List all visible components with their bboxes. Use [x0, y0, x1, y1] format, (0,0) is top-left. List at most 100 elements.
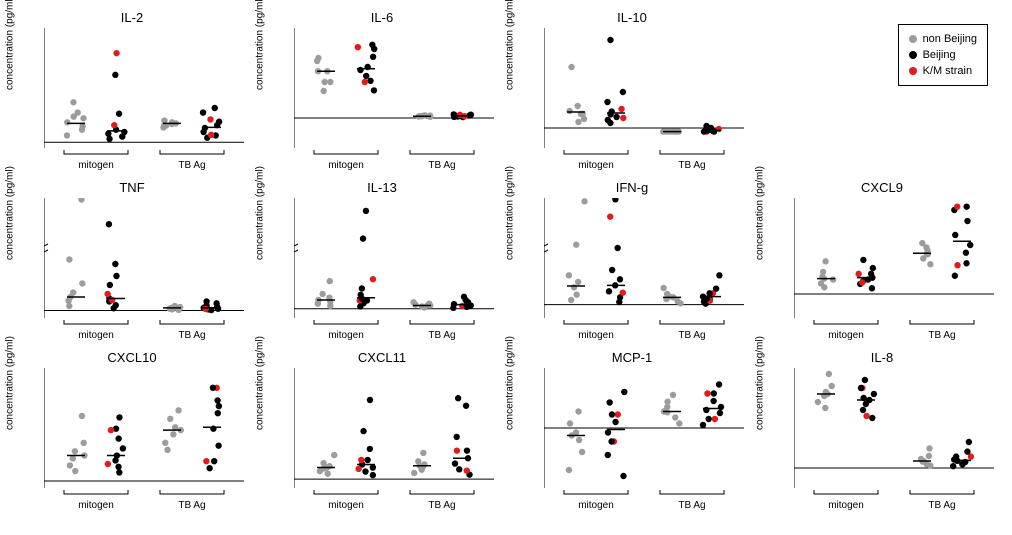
data-point — [321, 88, 327, 94]
chart-title: IL-8 — [762, 350, 1002, 365]
data-point — [203, 306, 209, 312]
chart-title: TNF — [12, 180, 252, 195]
data-point — [926, 453, 932, 459]
data-point — [575, 103, 581, 109]
chart-plot-area: -50000050000100000150000mitogenTB Ag — [294, 28, 502, 176]
x-axis-label: TB Ag — [178, 160, 205, 171]
data-point — [360, 428, 366, 434]
data-point — [618, 106, 624, 112]
chart-title: IL-10 — [512, 10, 752, 25]
data-point — [113, 302, 119, 308]
x-axis-label: TB Ag — [178, 500, 205, 511]
y-axis-label: concentration (pg/ml) — [255, 336, 266, 430]
data-point — [871, 391, 877, 397]
chart-il6: IL-6concentration (pg/ml)-50000050000100… — [262, 10, 502, 170]
data-point — [621, 389, 627, 395]
data-point — [175, 407, 181, 413]
data-point — [967, 242, 973, 248]
data-point — [116, 414, 122, 420]
data-point — [72, 448, 78, 454]
data-point — [820, 269, 826, 275]
data-point — [358, 457, 364, 463]
data-point — [370, 54, 376, 60]
legend-dot-nonbeijing — [909, 35, 917, 43]
data-point — [870, 265, 876, 271]
chart-title: CXCL11 — [262, 350, 502, 365]
data-point — [660, 285, 666, 291]
data-point — [115, 464, 121, 470]
data-point — [716, 272, 722, 278]
data-point — [315, 55, 321, 61]
data-point — [607, 213, 613, 219]
chart-il8: IL-8concentration (pg/ml)-10000010000200… — [762, 350, 1002, 510]
chart-plot-area: -1000001000020000300004000050000mitogenT… — [794, 368, 1002, 516]
data-point — [717, 410, 723, 416]
chart-plot-area: -1000020004000700015000mitogenTB Ag — [44, 198, 252, 346]
y-axis-label: concentration (pg/ml) — [505, 0, 516, 90]
data-point — [919, 240, 925, 246]
x-axis-label: TB Ag — [678, 330, 705, 341]
data-point — [461, 294, 467, 300]
data-point — [324, 471, 330, 477]
data-point — [362, 79, 368, 85]
data-point — [359, 285, 365, 291]
data-point — [830, 276, 836, 282]
data-point — [608, 108, 614, 114]
data-point — [208, 132, 214, 138]
data-point — [620, 289, 626, 295]
data-point — [822, 258, 828, 264]
data-point — [70, 99, 76, 105]
data-point — [868, 271, 874, 277]
data-point — [606, 288, 612, 294]
data-point — [713, 285, 719, 291]
data-point — [331, 452, 337, 458]
legend-dot-km — [909, 67, 917, 75]
data-point — [952, 273, 958, 279]
data-point — [575, 279, 581, 285]
data-point — [79, 280, 85, 286]
x-axis-label: mitogen — [828, 500, 864, 511]
x-axis-label: mitogen — [78, 330, 114, 341]
data-point — [963, 250, 969, 256]
data-point — [579, 449, 585, 455]
data-point — [963, 203, 969, 209]
data-point — [456, 466, 462, 472]
data-point — [164, 447, 170, 453]
data-point — [869, 285, 875, 291]
data-point — [576, 437, 582, 443]
data-point — [815, 399, 821, 405]
chart-plot-area: 0500100015002000mitogenTB Ag — [44, 28, 252, 176]
chart-plot-area: -500005000100001500020000mitogenTB Ag — [794, 198, 1002, 346]
data-point — [419, 303, 425, 309]
data-point — [108, 427, 114, 433]
chart-plot-area: 05001000150020002500mitogenTB Ag — [294, 368, 502, 516]
data-point — [664, 291, 670, 297]
data-point — [826, 371, 832, 377]
data-point — [79, 413, 85, 419]
data-point — [613, 114, 619, 120]
data-point — [568, 64, 574, 70]
data-point — [612, 419, 618, 425]
x-axis-label: mitogen — [328, 160, 364, 171]
x-axis-label: mitogen — [328, 500, 364, 511]
data-point — [672, 414, 678, 420]
data-point — [711, 128, 717, 134]
data-point — [106, 221, 112, 227]
legend-label: non Beijing — [923, 31, 977, 47]
data-point — [321, 79, 327, 85]
data-point — [64, 119, 70, 125]
data-point — [664, 399, 670, 405]
data-point — [926, 445, 932, 451]
data-point — [676, 420, 682, 426]
x-axis-label: mitogen — [828, 330, 864, 341]
y-axis-label: concentration (pg/ml) — [755, 336, 766, 430]
data-point — [573, 291, 579, 297]
data-point — [367, 397, 373, 403]
y-axis-label: concentration (pg/ml) — [505, 166, 516, 260]
chart-cxcl11: CXCL11concentration (pg/ml)0500100015002… — [262, 350, 502, 510]
data-point — [113, 50, 119, 56]
y-axis-label: concentration (pg/ml) — [255, 0, 266, 90]
chart-plot-area: -1000100200300400500mitogenTB Ag — [544, 28, 752, 176]
data-point — [573, 241, 579, 247]
data-point — [111, 122, 117, 128]
